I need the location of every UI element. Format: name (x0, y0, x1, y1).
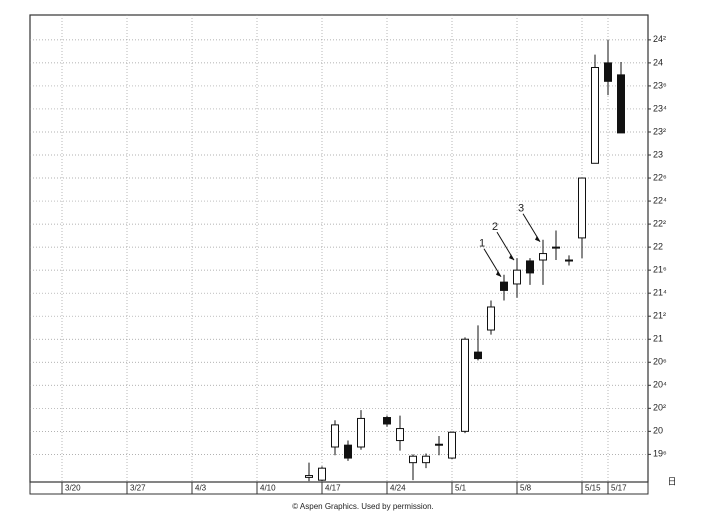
candle-body (422, 455, 430, 464)
y-tick-label: 21 (653, 334, 663, 344)
candle-body (617, 74, 625, 134)
candle-body (396, 428, 404, 442)
corner-label: 日 (667, 476, 676, 486)
y-tick-label: 24 (653, 57, 663, 67)
annotation-arrowhead (509, 254, 514, 261)
y-tick-label: 20² (653, 403, 666, 413)
x-tick-label: 5/17 (611, 484, 627, 493)
y-tick-label: 23⁴ (653, 103, 667, 113)
date-strip (29, 481, 649, 495)
y-tick-label: 19⁶ (653, 449, 667, 459)
y-tick-label: 22⁴ (653, 195, 667, 205)
x-tick-label: 4/17 (325, 484, 341, 493)
candle-body (383, 417, 391, 425)
candle-body (474, 351, 482, 360)
candle-body (578, 177, 586, 239)
x-tick-label: 5/15 (585, 484, 601, 493)
annotation-arrowhead (496, 270, 501, 277)
candle-body (565, 259, 573, 262)
y-tick-label: 20⁴ (653, 380, 667, 390)
candle-body (513, 269, 521, 285)
x-tick-label: 3/27 (130, 484, 146, 493)
candle-body (435, 443, 443, 446)
y-tick-label: 23 (653, 149, 663, 159)
source-credit: © Aspen Graphics. Used by permission. (292, 502, 434, 511)
candle-body (461, 338, 469, 432)
x-tick-label: 4/24 (390, 484, 406, 493)
candle-body (357, 417, 365, 448)
candle-body (500, 281, 508, 291)
x-tick-label: 3/20 (65, 484, 81, 493)
candle-body (448, 431, 456, 459)
candle-body (305, 475, 313, 478)
candle-body (318, 467, 326, 481)
candle-body (591, 67, 599, 164)
y-tick-label: 20⁶ (653, 357, 667, 367)
candle-body (526, 260, 534, 274)
y-tick-label: 23⁶ (653, 80, 667, 90)
y-tick-label: 23² (653, 126, 666, 136)
y-tick-label: 22⁶ (653, 172, 667, 182)
candle-body (539, 253, 547, 261)
candle-body (331, 424, 339, 448)
candle-body (409, 455, 417, 464)
annotation-label: 1 (479, 238, 485, 250)
candle-body (344, 444, 352, 459)
annotation-label: 2 (492, 221, 498, 233)
candle-body (604, 62, 612, 82)
x-tick-label: 5/8 (520, 484, 532, 493)
y-tick-label: 21⁴ (653, 288, 667, 298)
x-tick-label: 5/1 (455, 484, 467, 493)
candle-body (552, 246, 560, 249)
y-tick-label: 22 (653, 241, 663, 251)
candle-body (487, 306, 495, 331)
annotation-arrowhead (535, 235, 540, 242)
y-tick-label: 24² (653, 34, 666, 44)
y-tick-label: 21⁶ (653, 265, 667, 275)
y-tick-label: 22² (653, 218, 666, 228)
y-tick-label: 21² (653, 311, 666, 321)
annotation-label: 3 (518, 203, 524, 215)
y-tick-label: 20 (653, 426, 663, 436)
x-tick-label: 4/10 (260, 484, 276, 493)
x-tick-label: 4/3 (195, 484, 207, 493)
